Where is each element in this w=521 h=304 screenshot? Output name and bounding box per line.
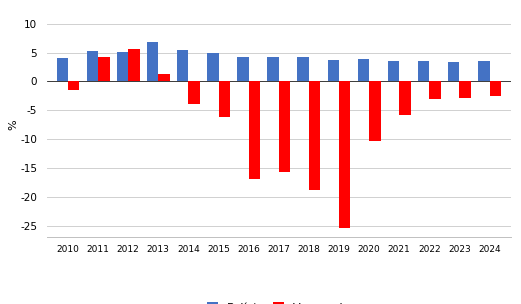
Legend: Bolívia, Venezuela: Bolívia, Venezuela <box>203 298 355 304</box>
Bar <box>56 58 68 81</box>
Bar <box>418 61 429 81</box>
Bar <box>249 81 260 179</box>
Bar <box>339 81 351 229</box>
Bar <box>448 62 460 81</box>
Bar <box>207 53 218 81</box>
Bar <box>309 81 320 190</box>
Bar <box>369 81 380 141</box>
Bar <box>68 81 79 90</box>
Bar <box>86 51 98 81</box>
Bar <box>267 57 279 81</box>
Bar <box>388 60 399 81</box>
Bar <box>297 57 309 81</box>
Bar <box>328 60 339 81</box>
Bar <box>429 81 441 99</box>
Bar <box>279 81 290 172</box>
Bar <box>98 57 109 81</box>
Bar <box>128 49 140 81</box>
Bar <box>399 81 411 115</box>
Bar <box>460 81 471 98</box>
Y-axis label: %: % <box>9 119 19 130</box>
Bar <box>189 81 200 104</box>
Bar <box>478 61 490 81</box>
Bar <box>218 81 230 117</box>
Bar <box>147 42 158 81</box>
Bar <box>177 50 189 81</box>
Bar <box>158 74 170 81</box>
Bar <box>237 57 249 81</box>
Bar <box>490 81 501 96</box>
Bar <box>117 52 128 81</box>
Bar <box>357 60 369 81</box>
